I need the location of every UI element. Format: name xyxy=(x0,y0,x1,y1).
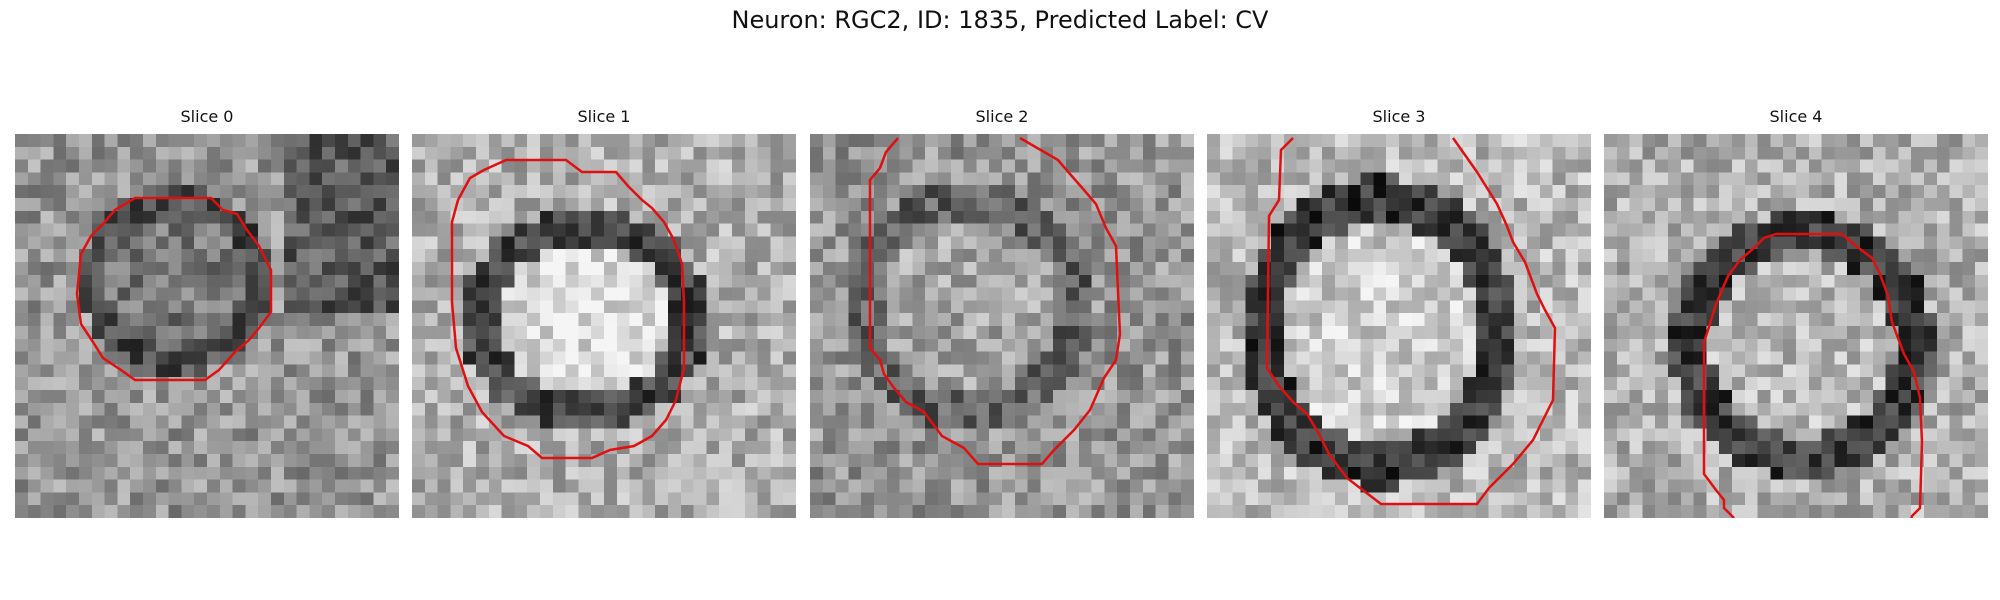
roi-contour xyxy=(1265,137,1557,506)
slice-image xyxy=(1207,134,1591,518)
roi-contour xyxy=(75,196,273,382)
grayscale-image xyxy=(810,134,1194,518)
slice-image xyxy=(412,134,796,518)
roi-contour xyxy=(1702,232,1924,518)
slice-title: Slice 2 xyxy=(975,107,1029,126)
slice-title: Slice 0 xyxy=(180,107,234,126)
roi-contour xyxy=(868,136,1122,466)
slice-title: Slice 3 xyxy=(1372,107,1426,126)
slice-panel-2: Slice 2 xyxy=(810,107,1194,518)
slice-panel-0: Slice 0 xyxy=(15,107,399,518)
slice-panel-3: Slice 3 xyxy=(1207,107,1591,518)
grayscale-image xyxy=(1207,134,1591,518)
slice-image xyxy=(810,134,1194,518)
grayscale-image xyxy=(1604,134,1988,518)
roi-contour xyxy=(450,158,686,460)
slice-title: Slice 4 xyxy=(1769,107,1823,126)
figure-title: Neuron: RGC2, ID: 1835, Predicted Label:… xyxy=(731,6,1269,34)
slice-image xyxy=(1604,134,1988,518)
slice-title: Slice 1 xyxy=(577,107,631,126)
slice-panel-1: Slice 1 xyxy=(412,107,796,518)
slice-image xyxy=(15,134,399,518)
slice-panel-4: Slice 4 xyxy=(1604,107,1988,518)
